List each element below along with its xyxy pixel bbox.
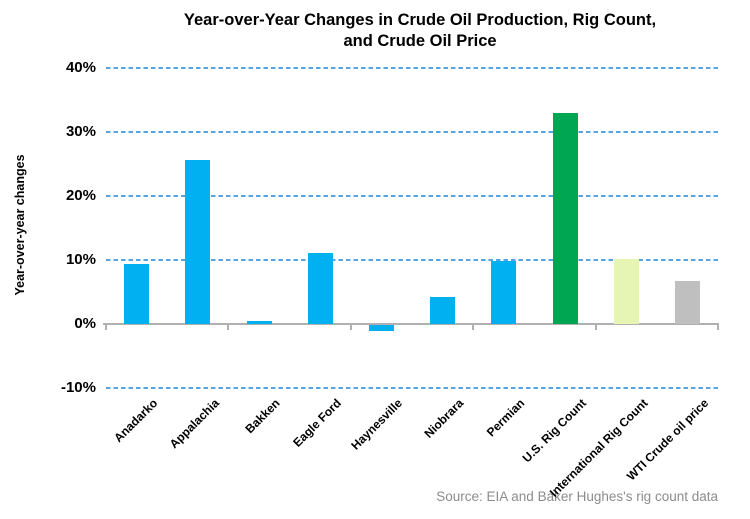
x-axis-tick	[717, 325, 719, 330]
x-category-label-u-s-rig-count: U.S. Rig Count	[519, 396, 589, 466]
bar-international-rig-count	[613, 258, 639, 324]
x-axis-tick	[227, 325, 230, 330]
x-axis-tick	[472, 325, 475, 330]
x-category-label-bakken: Bakken	[242, 396, 283, 437]
gridline-30%	[106, 131, 718, 133]
bar-haynesville	[368, 325, 394, 332]
y-tick-label-30: 30%	[65, 123, 96, 140]
x-category-label-permian: Permian	[484, 396, 528, 440]
y-axis-title: Year-over-year changes	[13, 154, 27, 296]
y-tick-label-10: -10%	[60, 379, 96, 396]
y-tick-label-20: 20%	[65, 187, 96, 204]
x-category-label-appalachia: Appalachia	[166, 396, 222, 452]
x-axis-tick	[349, 325, 352, 330]
source-note: Source: EIA and Baker Hughes's rig count…	[436, 489, 718, 504]
bar-bakken	[246, 321, 272, 324]
gridline-20%	[106, 195, 718, 197]
bar-eagle-ford	[307, 252, 333, 324]
x-category-label-anadarko: Anadarko	[111, 396, 161, 446]
bar-wti-crude-oil-price	[674, 281, 700, 324]
x-category-label-haynesville: Haynesville	[348, 396, 406, 453]
x-category-label-eagle-ford: Eagle Ford	[290, 396, 345, 450]
chart-title: Year-over-Year Changes in Crude Oil Prod…	[90, 10, 750, 52]
x-axis-tick	[105, 325, 107, 330]
bar-permian	[491, 261, 517, 324]
y-tick-label-10: 10%	[65, 251, 96, 268]
bar-niobrara	[430, 297, 456, 324]
chart-title-line-1: Year-over-Year Changes in Crude Oil Prod…	[183, 11, 657, 29]
gridline--10%	[106, 387, 718, 389]
chart-title-line-2: and Crude Oil Price	[343, 32, 497, 50]
x-axis-line	[103, 323, 719, 325]
gridline-10%	[106, 259, 718, 261]
bar-anadarko	[124, 263, 150, 324]
y-tick-label-0: 0%	[74, 315, 96, 332]
gridline-40%	[106, 67, 718, 69]
x-category-label-niobrara: Niobrara	[421, 396, 467, 441]
y-tick-label-40: 40%	[65, 59, 96, 76]
bar-u-s-rig-count	[552, 112, 578, 324]
x-axis-tick	[594, 325, 597, 330]
bar-appalachia	[185, 160, 211, 324]
